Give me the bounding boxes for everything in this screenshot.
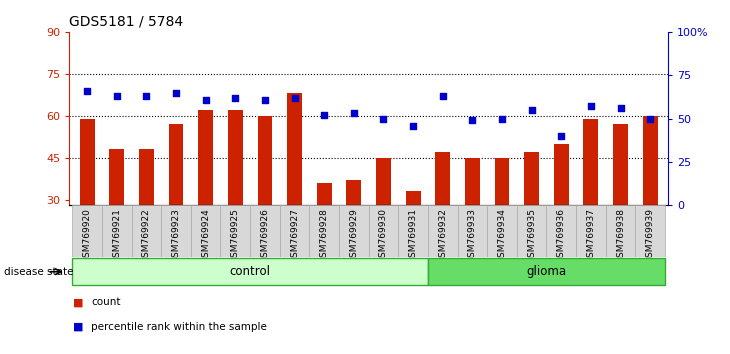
Bar: [139, 149, 154, 205]
Bar: [280, 205, 310, 257]
Bar: [613, 124, 628, 205]
Bar: [406, 191, 420, 205]
Text: disease state: disease state: [4, 267, 73, 277]
Text: GSM769926: GSM769926: [261, 208, 269, 263]
Bar: [250, 205, 280, 257]
Bar: [376, 158, 391, 205]
Text: GSM769924: GSM769924: [201, 208, 210, 263]
Text: GSM769934: GSM769934: [498, 208, 507, 263]
Point: [526, 107, 537, 113]
Text: GSM769920: GSM769920: [82, 208, 92, 263]
Text: percentile rank within the sample: percentile rank within the sample: [91, 322, 267, 332]
Point: [437, 93, 448, 99]
Text: control: control: [230, 265, 271, 278]
Text: GSM769930: GSM769930: [379, 208, 388, 263]
Bar: [369, 205, 399, 257]
Text: glioma: glioma: [526, 265, 566, 278]
Bar: [465, 158, 480, 205]
Text: GSM769931: GSM769931: [409, 208, 418, 263]
Bar: [554, 144, 569, 205]
Bar: [258, 116, 272, 205]
Bar: [199, 110, 213, 205]
Text: GSM769935: GSM769935: [527, 208, 536, 263]
Text: GSM769937: GSM769937: [586, 208, 596, 263]
Text: GSM769933: GSM769933: [468, 208, 477, 263]
Bar: [161, 205, 191, 257]
Bar: [102, 205, 131, 257]
Bar: [72, 205, 102, 257]
Point: [615, 105, 626, 111]
Text: GSM769921: GSM769921: [112, 208, 121, 263]
Point: [556, 133, 567, 139]
Bar: [72, 258, 428, 285]
Bar: [606, 205, 635, 257]
Bar: [524, 152, 539, 205]
Bar: [547, 205, 576, 257]
Text: GSM769936: GSM769936: [557, 208, 566, 263]
Bar: [583, 119, 599, 205]
Bar: [347, 180, 361, 205]
Point: [81, 88, 93, 94]
Point: [585, 104, 596, 109]
Point: [141, 93, 153, 99]
Bar: [487, 205, 517, 257]
Text: GSM769922: GSM769922: [142, 208, 151, 263]
Bar: [635, 205, 665, 257]
Point: [111, 93, 123, 99]
Point: [170, 90, 182, 96]
Text: GDS5181 / 5784: GDS5181 / 5784: [69, 14, 183, 28]
Bar: [110, 149, 124, 205]
Text: GSM769928: GSM769928: [320, 208, 328, 263]
Bar: [80, 119, 95, 205]
Bar: [310, 205, 339, 257]
Point: [407, 123, 419, 129]
Text: ■: ■: [73, 297, 83, 307]
Text: GSM769939: GSM769939: [645, 208, 655, 263]
Text: GSM769925: GSM769925: [231, 208, 239, 263]
Point: [645, 116, 656, 121]
Bar: [220, 205, 250, 257]
Text: GSM769932: GSM769932: [438, 208, 447, 263]
Point: [318, 112, 330, 118]
Bar: [517, 205, 547, 257]
Bar: [287, 93, 302, 205]
Text: count: count: [91, 297, 120, 307]
Bar: [169, 124, 183, 205]
Bar: [458, 205, 487, 257]
Point: [377, 116, 389, 121]
Point: [496, 116, 508, 121]
Point: [229, 95, 241, 101]
Bar: [399, 205, 428, 257]
Bar: [428, 258, 665, 285]
Point: [200, 97, 212, 102]
Bar: [191, 205, 220, 257]
Point: [259, 97, 271, 102]
Point: [466, 118, 478, 123]
Text: GSM769927: GSM769927: [290, 208, 299, 263]
Bar: [642, 116, 658, 205]
Bar: [576, 205, 606, 257]
Text: ■: ■: [73, 322, 83, 332]
Text: GSM769938: GSM769938: [616, 208, 625, 263]
Bar: [495, 158, 510, 205]
Bar: [339, 205, 369, 257]
Point: [289, 95, 301, 101]
Text: GSM769929: GSM769929: [350, 208, 358, 263]
Bar: [131, 205, 161, 257]
Point: [348, 110, 360, 116]
Bar: [317, 183, 331, 205]
Bar: [428, 205, 458, 257]
Bar: [435, 152, 450, 205]
Bar: [228, 110, 242, 205]
Text: GSM769923: GSM769923: [172, 208, 180, 263]
